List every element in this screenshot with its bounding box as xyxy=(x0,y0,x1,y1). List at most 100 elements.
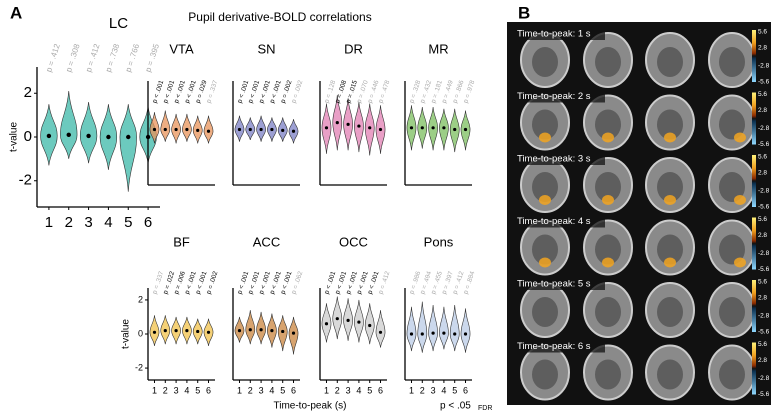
colorbar-tick-label: 2.8 xyxy=(758,357,767,364)
violin xyxy=(245,310,256,345)
activation xyxy=(734,195,746,205)
panel-label: B xyxy=(518,3,530,22)
colorbar-tick-label: -5.6 xyxy=(758,204,770,211)
median-dot xyxy=(324,126,329,130)
activation xyxy=(734,257,746,268)
colorbar xyxy=(752,92,756,145)
median-dot xyxy=(126,134,131,140)
median-dot xyxy=(185,328,189,333)
colorbar-tick-label: 2.8 xyxy=(758,170,767,177)
colorbar-tick-label: -5.6 xyxy=(758,391,770,398)
chart-title: Pons xyxy=(424,234,454,249)
median-dot xyxy=(291,331,296,335)
colorbar-tick-label: 5.6 xyxy=(758,341,767,348)
colorbar-tick-label: 5.6 xyxy=(758,91,767,98)
y-tick-label: 0 xyxy=(24,128,32,145)
median-dot xyxy=(281,128,285,132)
activation xyxy=(602,257,614,268)
median-dot xyxy=(163,328,167,333)
x-tick-label: 1 xyxy=(409,385,414,395)
violin xyxy=(119,104,137,192)
colorbar-tick-label: 2.8 xyxy=(758,295,767,302)
row-label-bg xyxy=(515,27,605,40)
median-dot xyxy=(237,127,242,132)
colorbar-tick-label: -5.6 xyxy=(758,266,770,273)
brain-detail xyxy=(532,234,558,265)
activation xyxy=(539,195,551,205)
median-dot xyxy=(259,328,263,332)
brain-detail xyxy=(719,297,745,327)
x-axis-label: Time-to-peak (s) xyxy=(274,401,347,412)
violin xyxy=(277,315,288,352)
brain-detail xyxy=(532,47,558,77)
median-dot xyxy=(66,132,71,138)
brain-detail xyxy=(719,109,745,140)
x-tick-label: 6 xyxy=(291,385,296,395)
row-label: Time-to-peak: 1 s xyxy=(517,29,591,40)
colorbar xyxy=(752,155,756,207)
x-tick-label: 6 xyxy=(378,385,383,395)
x-tick-label: 3 xyxy=(259,385,264,395)
median-dot xyxy=(420,126,424,130)
median-dot xyxy=(174,328,178,333)
median-dot xyxy=(378,330,383,334)
colorbar-tick-label: 5.6 xyxy=(758,216,767,223)
colorbar-tick-label: 5.6 xyxy=(758,29,767,36)
row-label: Time-to-peak: 4 s xyxy=(517,216,591,227)
x-tick-label: 4 xyxy=(269,385,274,395)
median-dot xyxy=(357,320,361,324)
brain-detail xyxy=(657,47,683,77)
activation xyxy=(602,132,614,143)
x-tick-label: 3 xyxy=(84,214,92,231)
violin xyxy=(160,110,171,142)
colorbar-tick-label: -5.6 xyxy=(758,79,770,86)
y-tick-label: -2 xyxy=(19,172,32,189)
median-dot xyxy=(453,127,457,132)
brain-detail xyxy=(532,359,558,390)
brain-detail xyxy=(595,359,621,390)
chart-title: BF xyxy=(173,234,190,249)
x-tick-label: 5 xyxy=(367,385,372,395)
row-label-bg xyxy=(515,214,605,228)
violin xyxy=(439,306,449,350)
x-tick-label: 1 xyxy=(152,385,157,395)
colorbar-tick-label: -2.8 xyxy=(758,250,770,257)
brain-detail xyxy=(532,109,558,140)
x-tick-label: 5 xyxy=(280,385,285,395)
colorbar-tick-label: -5.6 xyxy=(758,329,770,336)
colorbar-tick-label: 2.8 xyxy=(758,107,767,114)
colorbar-tick-label: -2.8 xyxy=(758,125,770,132)
x-tick-label: 6 xyxy=(144,214,152,231)
chart-title: OCC xyxy=(339,234,368,249)
median-dot xyxy=(152,330,157,334)
colorbar-tick-label: 2.8 xyxy=(758,232,767,239)
x-tick-label: 4 xyxy=(356,385,361,395)
x-tick-label: 2 xyxy=(163,385,168,395)
violin xyxy=(417,301,428,353)
colorbar xyxy=(752,280,756,332)
median-dot xyxy=(86,133,91,139)
x-tick-label: 5 xyxy=(452,385,457,395)
violin xyxy=(79,101,98,164)
brain-detail xyxy=(595,172,621,202)
chart-title: ACC xyxy=(253,234,280,249)
violin xyxy=(364,303,375,345)
footnote-sub: FDR xyxy=(478,405,492,412)
median-dot xyxy=(442,331,446,335)
colorbar xyxy=(752,342,756,395)
median-dot xyxy=(357,124,361,128)
colorbar-tick-label: 2.8 xyxy=(758,45,767,52)
chart-title: LC xyxy=(109,15,128,32)
chart-title: DR xyxy=(344,41,363,56)
median-dot xyxy=(196,128,200,132)
brain-detail xyxy=(719,359,745,390)
median-dot xyxy=(324,322,329,326)
x-tick-label: 2 xyxy=(248,385,253,395)
row-label-bg xyxy=(515,89,605,103)
x-tick-label: 1 xyxy=(237,385,242,395)
chart-title: VTA xyxy=(169,41,194,56)
y-tick-label: 0 xyxy=(138,328,143,338)
violin xyxy=(375,310,386,348)
median-dot xyxy=(431,331,435,335)
